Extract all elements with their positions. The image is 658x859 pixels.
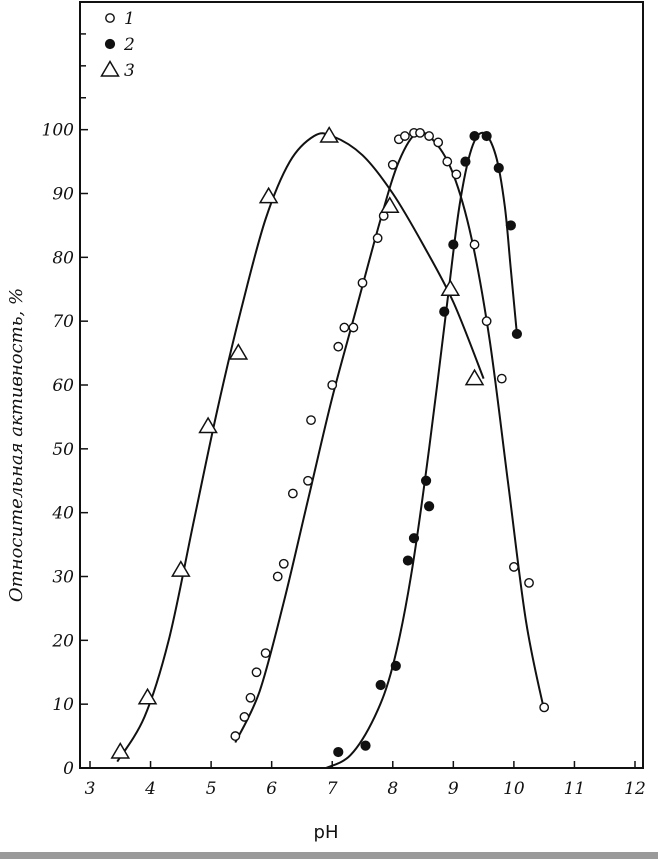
- y-tick-label: 20: [51, 631, 74, 651]
- series-2-curve: [325, 131, 518, 769]
- series-1-point: [433, 137, 444, 148]
- series-3-point: [319, 126, 340, 143]
- series-2-point: [469, 130, 480, 142]
- series-1-point: [251, 667, 262, 678]
- bottom-rule: [0, 852, 658, 859]
- x-axis: 3 4 5 6 7 8 9 10 11 12: [85, 761, 646, 799]
- series-2-point: [511, 328, 523, 340]
- series-1-point: [260, 648, 271, 658]
- series-2-point: [493, 162, 504, 174]
- y-tick-label: 70: [52, 312, 74, 332]
- x-tick-label: 4: [144, 779, 156, 799]
- x-tick-label: 3: [85, 779, 96, 799]
- series-1-point: [424, 131, 435, 141]
- y-axis: 0 10 20 30 40 50 60 70 80 90 100: [42, 33, 88, 779]
- series-3-point: [110, 742, 131, 759]
- series-1-point: [287, 488, 298, 499]
- series-2-point: [481, 130, 492, 142]
- series-2-point: [375, 679, 386, 691]
- series-2-point: [505, 220, 516, 231]
- series-1-point: [539, 702, 550, 713]
- series-2-point: [360, 740, 371, 751]
- y-tick-label: 0: [63, 759, 74, 779]
- x-tick-label: 5: [206, 779, 217, 799]
- series-1-point: [372, 233, 383, 244]
- y-axis-title: Относительная активность, %: [6, 288, 27, 602]
- x-tick-label: 10: [503, 779, 525, 799]
- x-tick-label: 8: [387, 779, 398, 799]
- series-2-point: [402, 555, 414, 566]
- series-1-point: [387, 159, 398, 170]
- series-1-point: [327, 380, 338, 390]
- x-tick-label: 12: [624, 779, 646, 799]
- series-1-point: [415, 127, 425, 138]
- series-1-point: [508, 562, 519, 572]
- y-tick-label: 50: [52, 440, 74, 460]
- series-1-point: [306, 415, 316, 426]
- series-1-point: [245, 692, 256, 703]
- series-2-point: [460, 156, 471, 167]
- series-3-point: [228, 343, 249, 360]
- y-tick-label: 60: [52, 376, 74, 396]
- series-3-point: [171, 560, 191, 577]
- series-1-point: [357, 277, 368, 288]
- x-axis-title: pH: [314, 822, 339, 843]
- x-tick-label: 11: [564, 779, 586, 799]
- series-3-point: [379, 196, 400, 213]
- series-2-point: [424, 501, 435, 512]
- series-1-point: [303, 475, 313, 486]
- legend-marker-3: [100, 60, 120, 77]
- series-3-point: [440, 279, 461, 296]
- series-1-point: [230, 731, 241, 741]
- data-points: [110, 126, 550, 759]
- series-3-point: [258, 186, 279, 204]
- legend-marker-1: [105, 13, 115, 23]
- series-1-point: [442, 156, 453, 167]
- series-1-curve: [234, 131, 546, 743]
- series-1-point: [481, 316, 492, 327]
- series-2-point: [333, 746, 344, 758]
- legend: 1 2 3: [100, 9, 135, 81]
- curves: [116, 131, 546, 769]
- y-tick-label: 80: [52, 248, 74, 268]
- y-tick-label: 30: [52, 568, 74, 588]
- series-1-point: [278, 558, 289, 569]
- series-2-point: [448, 239, 459, 250]
- series-3-curve: [116, 132, 485, 763]
- series-2-point: [390, 660, 401, 671]
- x-tick-label: 7: [327, 779, 338, 799]
- legend-marker-2: [104, 38, 116, 50]
- series-3-point: [198, 416, 218, 434]
- series-2-point: [439, 306, 450, 317]
- legend-label-2: 2: [123, 35, 135, 55]
- y-tick-label: 90: [52, 185, 74, 205]
- series-1-point: [339, 322, 350, 333]
- series-1-point: [469, 239, 480, 250]
- x-tick-label: 6: [266, 779, 277, 799]
- y-tick-label: 40: [51, 504, 74, 524]
- y-tick-label: 10: [52, 695, 74, 715]
- x-tick-label: 9: [448, 779, 459, 799]
- y-tick-label: 100: [42, 121, 75, 141]
- series-2-point: [420, 475, 432, 486]
- series-1-point: [451, 169, 462, 180]
- legend-label-1: 1: [124, 9, 135, 29]
- series-1-point: [348, 322, 359, 333]
- series-1-point: [524, 577, 534, 588]
- series-2-point: [408, 533, 420, 544]
- series-1-point: [496, 373, 507, 384]
- series-3-point: [464, 368, 485, 386]
- series-1-point: [399, 131, 410, 141]
- legend-label-3: 3: [124, 61, 135, 81]
- series-1-point: [333, 341, 344, 352]
- series-1-point: [239, 712, 250, 722]
- series-1-point: [272, 571, 283, 582]
- series-3-point: [137, 687, 158, 705]
